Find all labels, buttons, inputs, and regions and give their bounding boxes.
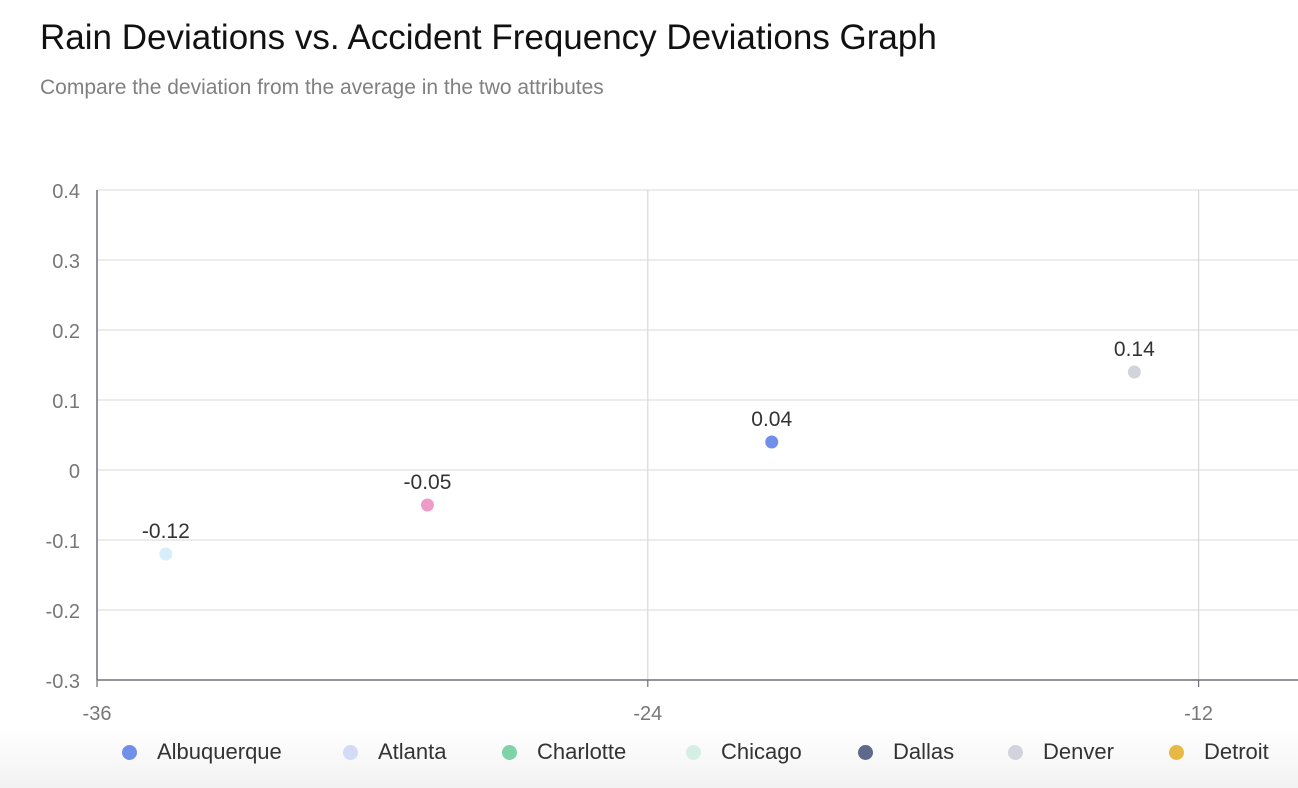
y-tick-label: 0.2 — [52, 321, 80, 343]
data-points[interactable] — [159, 365, 1141, 561]
data-label: 0.04 — [751, 408, 792, 431]
axes — [96, 190, 1298, 687]
data-labels: 0.04 0.14 -0.05 -0.12 — [142, 338, 1155, 543]
data-label: -0.12 — [142, 520, 190, 543]
legend-item-detroit[interactable]: Detroit — [1169, 739, 1269, 764]
legend-item-charlotte[interactable]: Charlotte — [502, 739, 627, 764]
legend-item-denver[interactable]: Denver — [1008, 739, 1114, 764]
y-tick-label: -0.3 — [46, 671, 80, 693]
y-tick-label: -0.2 — [46, 601, 80, 623]
data-label: -0.05 — [404, 471, 452, 494]
legend-marker-icon — [858, 744, 873, 760]
chart-subtitle: Compare the deviation from the average i… — [40, 76, 604, 99]
y-tick-label: 0.4 — [52, 181, 80, 203]
grid-lines — [97, 189, 1298, 680]
legend-label: Detroit — [1204, 739, 1269, 764]
data-point[interactable] — [765, 435, 779, 449]
scatter-plot: 0.40.30.20.10-0.1-0.2-0.3-36 -24 -12 0.040… — [46, 181, 1298, 725]
y-tick-label: 0.3 — [52, 251, 80, 273]
y-tick-label: 0.1 — [52, 391, 80, 413]
y-tick-label: 0 — [69, 461, 80, 483]
legend-item-chicago[interactable]: Chicago — [686, 739, 802, 764]
legend-label: Chicago — [721, 739, 802, 764]
data-label: 0.14 — [1114, 338, 1155, 361]
legend-label: Denver — [1043, 739, 1114, 764]
legend-item-albuquerque[interactable]: Albuquerque — [122, 739, 282, 764]
x-tick-label: -36 — [83, 703, 112, 725]
legend-marker-icon — [122, 744, 137, 760]
legend-marker-icon — [343, 744, 358, 760]
legend-marker-icon — [502, 744, 517, 760]
legend-marker-icon — [1008, 744, 1023, 760]
legend-item-atlanta[interactable]: Atlanta — [343, 739, 447, 764]
tick-labels: 0.4 0.3 0.2 0.1 0 -0.1 -0.2 -0.3-36 -24 -12 — [46, 181, 1214, 725]
legend-label: Dallas — [893, 739, 955, 764]
legend-marker-icon — [1169, 744, 1184, 760]
legend-item-dallas[interactable]: Dallas — [858, 739, 955, 764]
y-tick-label: -0.1 — [46, 531, 80, 553]
data-point[interactable] — [1127, 365, 1141, 379]
legend: Albuquerque Atlanta Charlotte Chicago Dallas… — [0, 728, 1298, 788]
legend-label: Charlotte — [537, 739, 627, 764]
legend-label: Albuquerque — [157, 739, 282, 764]
x-tick-label: -12 — [1184, 703, 1213, 725]
data-point[interactable] — [420, 498, 434, 512]
legend-label: Atlanta — [378, 739, 447, 764]
chart-title: Rain Deviations vs. Accident Frequency D… — [40, 18, 937, 57]
legend-marker-icon — [686, 744, 701, 760]
x-tick-label: -24 — [633, 703, 662, 725]
data-point[interactable] — [159, 547, 173, 561]
